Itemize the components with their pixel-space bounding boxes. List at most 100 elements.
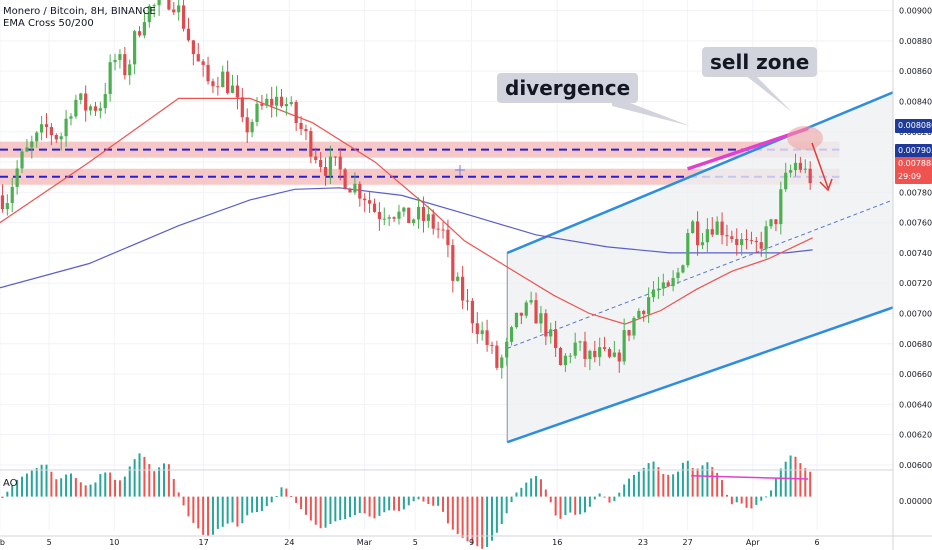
candle-body (563, 355, 568, 365)
candle-body (196, 54, 200, 62)
ao-bar (505, 496, 508, 514)
candle-body (573, 342, 577, 356)
ao-bar (89, 484, 92, 497)
ao-bar (608, 496, 611, 503)
candle-body (465, 300, 470, 302)
ao-bar (388, 496, 391, 511)
candle-body (367, 200, 372, 204)
candle-body (637, 310, 641, 318)
candle-body (235, 85, 240, 98)
ao-bar (495, 496, 498, 533)
candle-body (64, 118, 68, 137)
ao-bar (466, 496, 469, 542)
projection-arrow-line (811, 142, 829, 189)
candle-body (128, 64, 132, 76)
candle-body (793, 162, 798, 171)
ao-bar (750, 496, 753, 509)
candle-body (725, 235, 729, 237)
candle-body (642, 310, 646, 315)
sell-zone-circle (787, 126, 823, 150)
ao-bar (706, 462, 709, 497)
ao-bar (481, 496, 484, 549)
ao-bar (500, 496, 503, 524)
candle-body (656, 288, 661, 290)
candle-body (475, 323, 479, 335)
divergence-callout-pointer (612, 96, 690, 126)
candle-body (529, 300, 533, 303)
candle-body (0, 195, 5, 210)
ao-bar (363, 496, 366, 514)
ao-bar (60, 478, 63, 497)
x-tick-label: 5 (413, 538, 418, 547)
candle-body (671, 278, 675, 287)
awesome-oscillator (1, 453, 812, 549)
candle-body (505, 341, 509, 358)
ao-bar (393, 496, 396, 511)
candle-body (774, 219, 778, 225)
candle-body (480, 330, 484, 335)
candle-body (617, 352, 621, 362)
ao-bar (45, 464, 48, 497)
candle-body (598, 347, 602, 358)
ao-bar (295, 496, 298, 503)
ao-bar (623, 484, 626, 497)
x-tick-label: 5 (47, 538, 52, 547)
ao-bar (6, 491, 9, 497)
indicator-legend[interactable]: EMA Cross 50/200 (3, 18, 94, 29)
ao-bar (30, 470, 33, 497)
ao-bar (476, 496, 479, 547)
candle-body (798, 162, 802, 170)
ao-bar (681, 462, 684, 497)
candle-body (715, 221, 719, 235)
ao-bar (652, 461, 655, 497)
ao-bar (349, 496, 352, 518)
candle-body (289, 102, 293, 105)
candle-body (69, 116, 73, 119)
candle-body (363, 198, 367, 201)
candle-body (328, 156, 333, 176)
candle-body (803, 168, 807, 170)
candle-body (98, 108, 102, 111)
candle-body (59, 136, 63, 140)
ao-bar (50, 471, 53, 497)
ao-bar (319, 496, 322, 529)
ao-bar (314, 496, 317, 525)
x-tick-label: 9 (469, 538, 474, 547)
x-tick-label: 24 (284, 538, 294, 547)
candle-body (764, 226, 768, 249)
ao-bar (74, 478, 77, 497)
ao-bar (422, 496, 425, 502)
ao-bar (442, 496, 445, 512)
oscillator-legend[interactable]: AO (3, 478, 18, 489)
ao-bar (784, 461, 787, 497)
candle-body (245, 117, 249, 133)
candle-body (509, 327, 514, 342)
candle-body (749, 240, 754, 242)
candle-body (279, 96, 284, 107)
candle-body (230, 85, 235, 93)
ao-bar (789, 455, 792, 497)
candle-body (534, 300, 538, 324)
ao-bar (740, 496, 743, 504)
candle-body (627, 330, 631, 336)
ao-bar (397, 496, 400, 511)
ao-bar (11, 485, 14, 497)
ao-bar (309, 496, 312, 521)
ao-bar (128, 466, 131, 497)
candle-body (142, 22, 147, 36)
ao-bar (486, 496, 489, 548)
candle-body (284, 104, 288, 107)
x-tick-label: Mar (357, 538, 373, 547)
ao-bar (745, 496, 748, 508)
candle-body (260, 103, 264, 106)
symbol-legend[interactable]: Monero / Bitcoin, 8H, BINANCE (3, 6, 156, 17)
candle-body (387, 217, 391, 219)
ao-bar (642, 467, 645, 497)
candle-body (470, 300, 475, 324)
candle-body (622, 330, 626, 362)
